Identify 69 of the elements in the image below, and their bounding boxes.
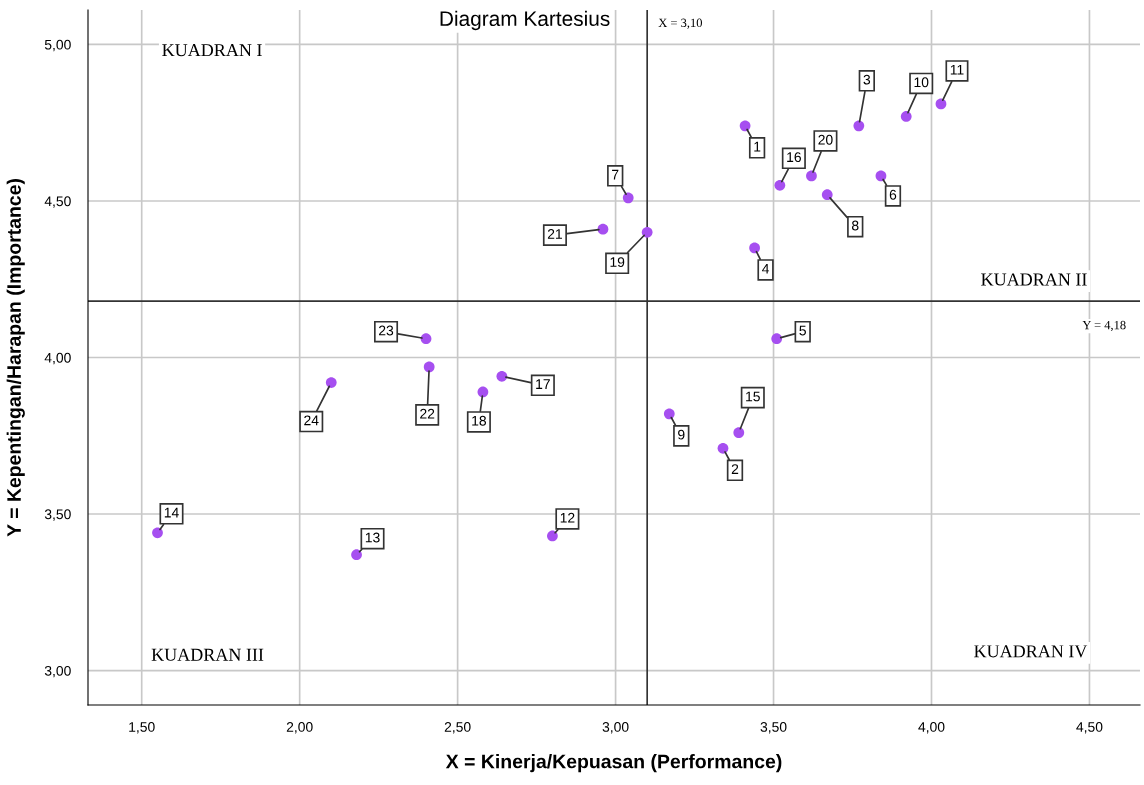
point bbox=[622, 192, 634, 204]
chart-title: Diagram Kartesius bbox=[440, 10, 610, 31]
x-tick-label: 3,00 bbox=[602, 722, 629, 734]
ref-line-label: X = 3,10 bbox=[658, 18, 703, 29]
point bbox=[749, 242, 760, 254]
y-tick-label: 4,50 bbox=[44, 196, 71, 208]
y-axis-title: Y = Kepentingan/Harapan (Importance) bbox=[6, 179, 25, 537]
point bbox=[547, 530, 558, 542]
x-tick-label: 2,00 bbox=[286, 722, 313, 734]
annotation: 6 bbox=[889, 189, 897, 200]
point bbox=[152, 527, 163, 539]
point bbox=[900, 111, 912, 122]
annotation: KUADRAN IV bbox=[974, 645, 1088, 658]
point bbox=[663, 408, 675, 420]
point bbox=[641, 226, 653, 238]
annotation: 13 bbox=[365, 532, 380, 543]
annotation: 17 bbox=[536, 379, 550, 389]
point bbox=[774, 179, 786, 191]
annotation: 22 bbox=[420, 408, 435, 419]
x-tick-label: 1,50 bbox=[129, 722, 155, 734]
x-tick-label: 3,50 bbox=[760, 722, 787, 734]
point bbox=[496, 370, 508, 382]
point bbox=[597, 223, 609, 235]
annotation: 2 bbox=[731, 464, 739, 474]
annotation: 8 bbox=[851, 220, 859, 231]
point bbox=[935, 98, 947, 110]
annotation: 5 bbox=[799, 325, 806, 336]
annotation: 15 bbox=[746, 391, 760, 402]
annotation: 4 bbox=[762, 263, 770, 274]
annotation: 12 bbox=[560, 512, 575, 523]
point bbox=[739, 120, 751, 132]
point bbox=[821, 189, 833, 201]
point bbox=[351, 549, 362, 561]
point bbox=[423, 361, 435, 373]
annotation: 9 bbox=[678, 429, 685, 440]
point bbox=[771, 333, 783, 345]
annotation: KUADRAN II bbox=[981, 273, 1087, 286]
annotation: 20 bbox=[818, 134, 833, 145]
annotation: 21 bbox=[547, 229, 562, 239]
annotation: 23 bbox=[379, 325, 394, 336]
point bbox=[853, 120, 865, 132]
annotation: 19 bbox=[610, 257, 625, 267]
annotation: 1 bbox=[754, 141, 761, 152]
annotation: 24 bbox=[304, 415, 319, 426]
point bbox=[325, 377, 337, 388]
point bbox=[717, 442, 729, 454]
annotation: 14 bbox=[164, 507, 179, 518]
point bbox=[420, 333, 432, 345]
x-tick-label: 4,50 bbox=[1076, 722, 1103, 734]
x-tick-label: 2,50 bbox=[444, 722, 471, 734]
annotation: 18 bbox=[472, 415, 487, 426]
annotation: 3 bbox=[863, 74, 871, 85]
x-tick-label: 4,00 bbox=[918, 722, 945, 734]
y-tick-label: 4,00 bbox=[44, 352, 71, 365]
point bbox=[806, 170, 817, 182]
point bbox=[477, 386, 489, 398]
ref-line-label: Y = 4,18 bbox=[1082, 320, 1126, 332]
y-tick-label: 5,00 bbox=[44, 39, 71, 52]
annotation: 10 bbox=[914, 77, 929, 88]
annotation: KUADRAN III bbox=[151, 648, 264, 661]
y-tick-label: 3,00 bbox=[44, 665, 71, 678]
annotation: 7 bbox=[612, 169, 619, 180]
annotation: 11 bbox=[950, 64, 964, 75]
annotation: KUADRAN I bbox=[162, 44, 262, 57]
point bbox=[875, 170, 887, 182]
y-tick-label: 3,50 bbox=[44, 509, 71, 521]
annotation: 16 bbox=[787, 152, 801, 163]
point bbox=[733, 427, 745, 439]
x-axis-title: X = Kinerja/Kepuasan (Performance) bbox=[445, 754, 782, 773]
